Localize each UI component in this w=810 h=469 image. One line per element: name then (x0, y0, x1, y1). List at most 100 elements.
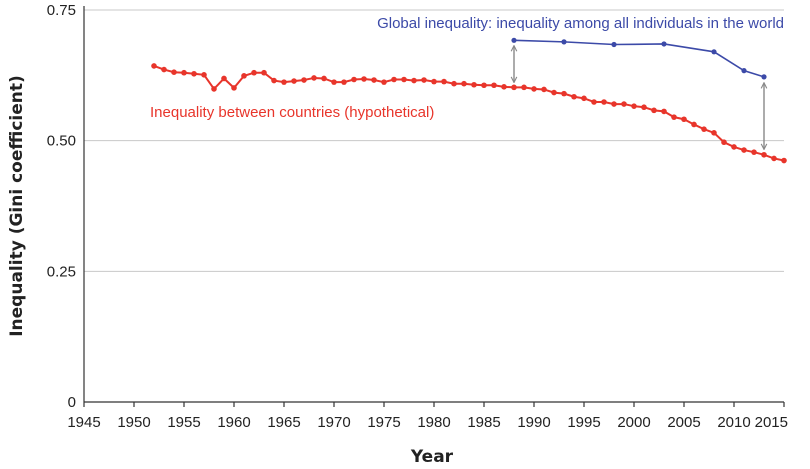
y-tick-label: 0.75 (47, 2, 76, 19)
between-countries-label: Inequality between countries (hypothetic… (150, 104, 434, 121)
series-0-point (201, 72, 207, 78)
series-0-point (761, 151, 767, 158)
series-0-point (391, 76, 397, 83)
series-0-point (241, 73, 247, 79)
series-0-point (721, 139, 727, 146)
series-0-point (441, 78, 447, 85)
series-0-point (301, 77, 307, 83)
series-0-point (671, 114, 677, 120)
series-0-point (211, 86, 217, 92)
x-tick-label: 1985 (467, 414, 500, 431)
series-0-point (661, 108, 667, 115)
series-0-point (681, 116, 687, 123)
series-0-point (731, 144, 737, 150)
series-0-point (571, 93, 577, 100)
series-1-point (511, 37, 517, 43)
series-0-point (271, 77, 277, 84)
x-tick-label: 2005 (667, 414, 700, 431)
series-1-point (761, 74, 767, 80)
series-0-point (561, 90, 567, 97)
series-0-point (621, 101, 627, 107)
series-0-point (321, 75, 327, 82)
x-tick-label: 1995 (567, 414, 600, 431)
series-0-point (471, 81, 477, 88)
series-0-point (361, 76, 367, 82)
series-0-point (411, 77, 417, 84)
gridlines (84, 9, 784, 272)
series-0-point (151, 63, 157, 69)
series-0-point (261, 69, 267, 76)
y-tick-label: 0 (68, 394, 76, 411)
x-tick-label: 1950 (117, 414, 150, 431)
series-0-point (341, 79, 347, 85)
series-0-point (481, 82, 487, 89)
series-1-point (741, 68, 747, 74)
series-0-point (491, 82, 497, 89)
series-0-point (281, 79, 287, 85)
series-0-point (181, 69, 187, 76)
series-line-1 (513, 39, 765, 78)
series-1-point (711, 49, 717, 55)
series-0-point (371, 77, 377, 83)
series-0-point (601, 99, 607, 105)
series-0-point (401, 76, 407, 83)
series-0-point (191, 70, 197, 77)
series-0-point (521, 84, 527, 91)
series-line-0 (153, 64, 785, 162)
x-tick-label: 1975 (367, 414, 400, 431)
series-0-point (431, 78, 437, 85)
series-0-point (551, 89, 557, 96)
series-0-point (311, 75, 317, 81)
series-0-point (251, 69, 257, 76)
gap-arrows (514, 46, 764, 148)
series-group (151, 37, 787, 164)
series-0-point (781, 157, 787, 164)
x-tick-label: 1990 (517, 414, 550, 431)
x-tick-label: 2015 (755, 414, 788, 431)
x-tick-label: 1945 (67, 414, 100, 431)
series-0-point (291, 78, 297, 84)
x-tick-label: 1960 (217, 414, 250, 431)
series-0-point (351, 76, 357, 83)
series-0-point (701, 126, 707, 132)
series-0-point (161, 66, 167, 73)
x-tick-label: 1965 (267, 414, 300, 431)
y-tick-label: 0.50 (47, 133, 76, 150)
x-axis-title: Year (410, 447, 454, 467)
series-0-point (751, 149, 757, 155)
x-tick-label: 2000 (617, 414, 650, 431)
series-0-point (771, 155, 777, 162)
series-0-point (541, 86, 547, 93)
series-0-point (581, 95, 587, 102)
series-0-point (331, 79, 337, 85)
series-0-point (511, 84, 517, 91)
series-0-point (501, 84, 507, 90)
series-0-point (231, 85, 237, 91)
series-0-point (381, 79, 387, 85)
series-1-point (561, 39, 567, 45)
series-0-point (461, 80, 467, 87)
x-tick-label: 1970 (317, 414, 350, 431)
series-0-point (691, 121, 697, 128)
x-tick-label: 2010 (717, 414, 750, 431)
series-0-point (171, 69, 177, 75)
y-tick-label: 0.25 (47, 263, 76, 280)
x-tick-label: 1980 (417, 414, 450, 431)
series-0-point (531, 86, 537, 92)
series-1-point (611, 41, 617, 48)
series-0-point (221, 75, 227, 82)
series-0-point (611, 101, 617, 107)
series-0-point (631, 103, 637, 109)
series-1-point (661, 41, 667, 47)
axes: 0 0.25 0.50 0.75 1945 1950 1955 1960 1965 1970 197… (47, 2, 788, 431)
x-tick-label: 1955 (167, 414, 200, 431)
series-0-point (711, 130, 717, 136)
series-0-point (651, 107, 657, 114)
series-0-point (451, 80, 457, 87)
y-axis-title: Inequality (Gini coefficient) (7, 75, 27, 337)
series-0-point (591, 99, 597, 105)
series-0-point (421, 77, 427, 83)
global-inequality-label: Global inequality: inequality among all … (377, 15, 784, 32)
series-0-point (741, 147, 747, 153)
